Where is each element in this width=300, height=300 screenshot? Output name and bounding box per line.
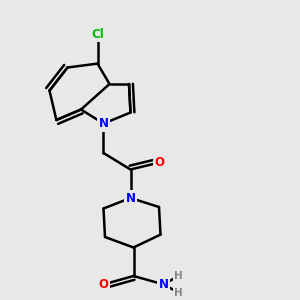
Text: O: O (154, 156, 164, 169)
Text: N: N (98, 117, 109, 130)
Text: H: H (174, 287, 183, 298)
Text: N: N (125, 191, 136, 205)
Text: H: H (174, 271, 183, 281)
Text: O: O (98, 278, 109, 291)
Text: N: N (158, 278, 169, 291)
Text: Cl: Cl (91, 28, 104, 41)
